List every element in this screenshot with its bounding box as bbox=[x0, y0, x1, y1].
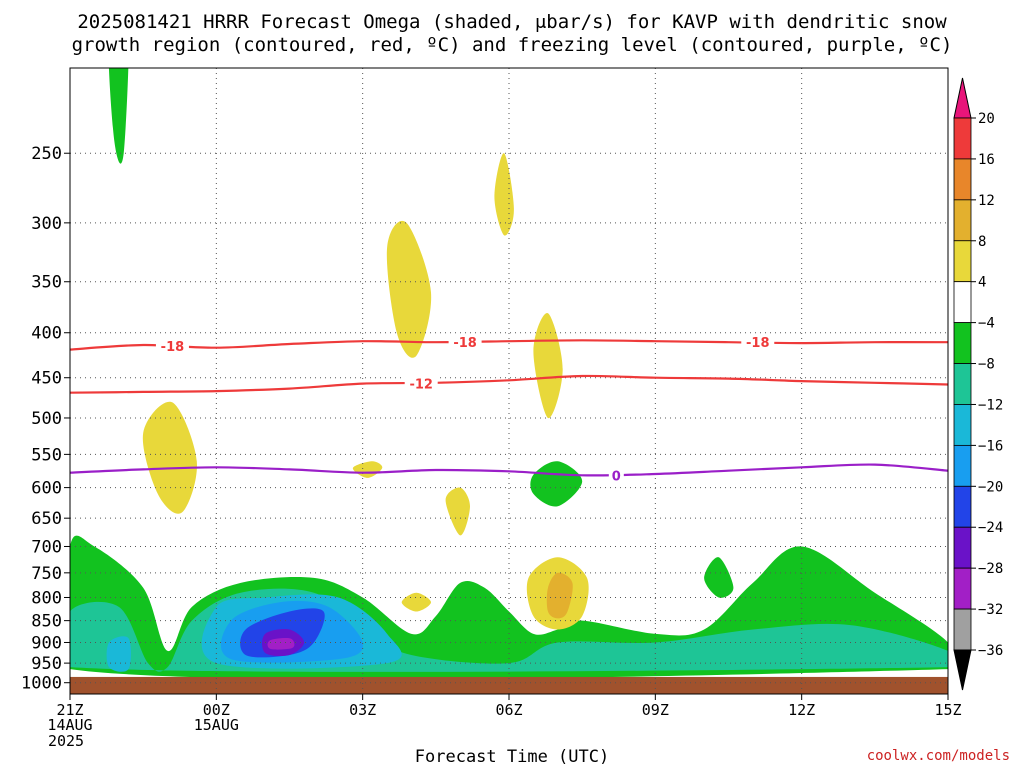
x-tick-label: 21Z bbox=[56, 701, 83, 719]
y-tick-label: 700 bbox=[31, 537, 62, 557]
temperature-contours: -18 -18 -18 -12 0 bbox=[70, 334, 948, 484]
x-axis-title: Forecast Time (UTC) bbox=[414, 747, 610, 767]
x-tick-label: 12Z bbox=[788, 701, 815, 719]
colorbar-segment bbox=[953, 444, 972, 487]
contour-label-bg bbox=[155, 337, 189, 353]
omega-region bbox=[142, 401, 197, 514]
contour-label: -18 bbox=[161, 340, 185, 355]
y-tick-label: 300 bbox=[31, 214, 62, 234]
colorbar-top-triangle bbox=[953, 77, 972, 119]
colorbar-label: 20 bbox=[978, 111, 995, 127]
credit-link[interactable]: coolwx.com/models bbox=[866, 748, 1010, 764]
colorbar-label: −36 bbox=[978, 643, 1003, 659]
y-tick-label: 850 bbox=[31, 612, 62, 632]
colorbar-segment bbox=[953, 485, 972, 528]
y-tick-label: 250 bbox=[31, 144, 62, 164]
colorbar-label: 12 bbox=[978, 193, 995, 209]
contour-line bbox=[70, 339, 948, 351]
omega-region bbox=[267, 637, 295, 650]
omega-region bbox=[533, 312, 563, 419]
omega-region bbox=[401, 592, 431, 612]
colorbar: 20 16 12 8 4 −4 −8 −12 −16 −20 −24 −28 −32 −36 bbox=[953, 77, 1003, 691]
omega-region bbox=[106, 636, 131, 672]
y-tick-label: 600 bbox=[31, 479, 62, 499]
x-tick-date: 15AUG bbox=[194, 716, 239, 734]
omega-region bbox=[386, 220, 432, 358]
colorbar-label: −28 bbox=[978, 561, 1003, 577]
y-tick-label: 800 bbox=[31, 588, 62, 608]
y-tick-label: 650 bbox=[31, 509, 62, 529]
colorbar-label: −24 bbox=[978, 520, 1003, 536]
colorbar-segment bbox=[953, 404, 972, 446]
x-tick-label: 09Z bbox=[642, 701, 669, 719]
colorbar-label: −16 bbox=[978, 438, 1003, 454]
y-tick-label: 550 bbox=[31, 445, 62, 465]
colorbar-segment bbox=[953, 567, 972, 610]
colorbar-label: −32 bbox=[978, 602, 1003, 618]
colorbar-segment bbox=[953, 526, 972, 569]
colorbar-label: 8 bbox=[978, 234, 986, 250]
omega-region bbox=[704, 557, 734, 598]
colorbar-segment bbox=[953, 240, 972, 283]
y-tick-label: 1000 bbox=[21, 674, 62, 694]
colorbar-segment bbox=[953, 608, 972, 651]
omega-region bbox=[445, 487, 470, 536]
contour-label-bg bbox=[608, 467, 624, 483]
omega-shading bbox=[70, 68, 948, 680]
contour-label: 0 bbox=[612, 469, 621, 484]
contour-label: -18 bbox=[746, 336, 770, 351]
colorbar-label: −12 bbox=[978, 397, 1003, 413]
y-tick-label: 400 bbox=[31, 324, 62, 344]
colorbar-label: −8 bbox=[978, 357, 995, 373]
colorbar-segment bbox=[953, 117, 972, 160]
colorbar-label: 16 bbox=[978, 152, 995, 168]
x-tick-label: 15Z bbox=[934, 701, 961, 719]
contour-line bbox=[70, 374, 948, 394]
y-axis: 2503003504004505005506006507007508008509… bbox=[21, 144, 70, 694]
colorbar-bottom-triangle bbox=[953, 649, 972, 691]
contour-line bbox=[70, 463, 948, 477]
x-tick-label: 03Z bbox=[349, 701, 376, 719]
omega-region bbox=[108, 68, 129, 164]
colorbar-segment bbox=[953, 199, 972, 242]
omega-region bbox=[530, 461, 583, 507]
y-tick-label: 900 bbox=[31, 633, 62, 653]
chart-title-line2: growth region (contoured, red, ºC) and f… bbox=[71, 34, 953, 56]
x-tick-label: 00Z bbox=[203, 701, 230, 719]
contour-label-bg bbox=[404, 375, 438, 391]
surface-fill bbox=[70, 676, 948, 694]
colorbar-segment bbox=[953, 281, 972, 324]
y-tick-label: 500 bbox=[31, 409, 62, 429]
y-tick-label: 350 bbox=[31, 273, 62, 293]
contour-label: -18 bbox=[453, 336, 477, 351]
x-tick-year: 2025 bbox=[48, 732, 84, 750]
chart-title-line1: 2025081421 HRRR Forecast Omega (shaded, … bbox=[77, 11, 947, 33]
colorbar-label: −4 bbox=[978, 316, 995, 332]
colorbar-label: −20 bbox=[978, 479, 1003, 495]
x-tick-label: 06Z bbox=[495, 701, 522, 719]
colorbar-segment bbox=[953, 363, 972, 405]
terrain-surface bbox=[70, 676, 948, 694]
contour-label-bg bbox=[741, 334, 775, 350]
contour-label: -12 bbox=[409, 378, 433, 393]
omega-region bbox=[352, 461, 383, 478]
colorbar-label: 4 bbox=[978, 275, 986, 291]
omega-region bbox=[546, 572, 573, 619]
contour-label-bg bbox=[448, 334, 482, 350]
y-tick-label: 950 bbox=[31, 654, 62, 674]
y-tick-label: 750 bbox=[31, 564, 62, 584]
x-tick-date: 14AUG bbox=[47, 716, 92, 734]
colorbar-segment bbox=[953, 322, 972, 364]
colorbar-segment bbox=[953, 158, 972, 201]
y-tick-label: 450 bbox=[31, 369, 62, 389]
